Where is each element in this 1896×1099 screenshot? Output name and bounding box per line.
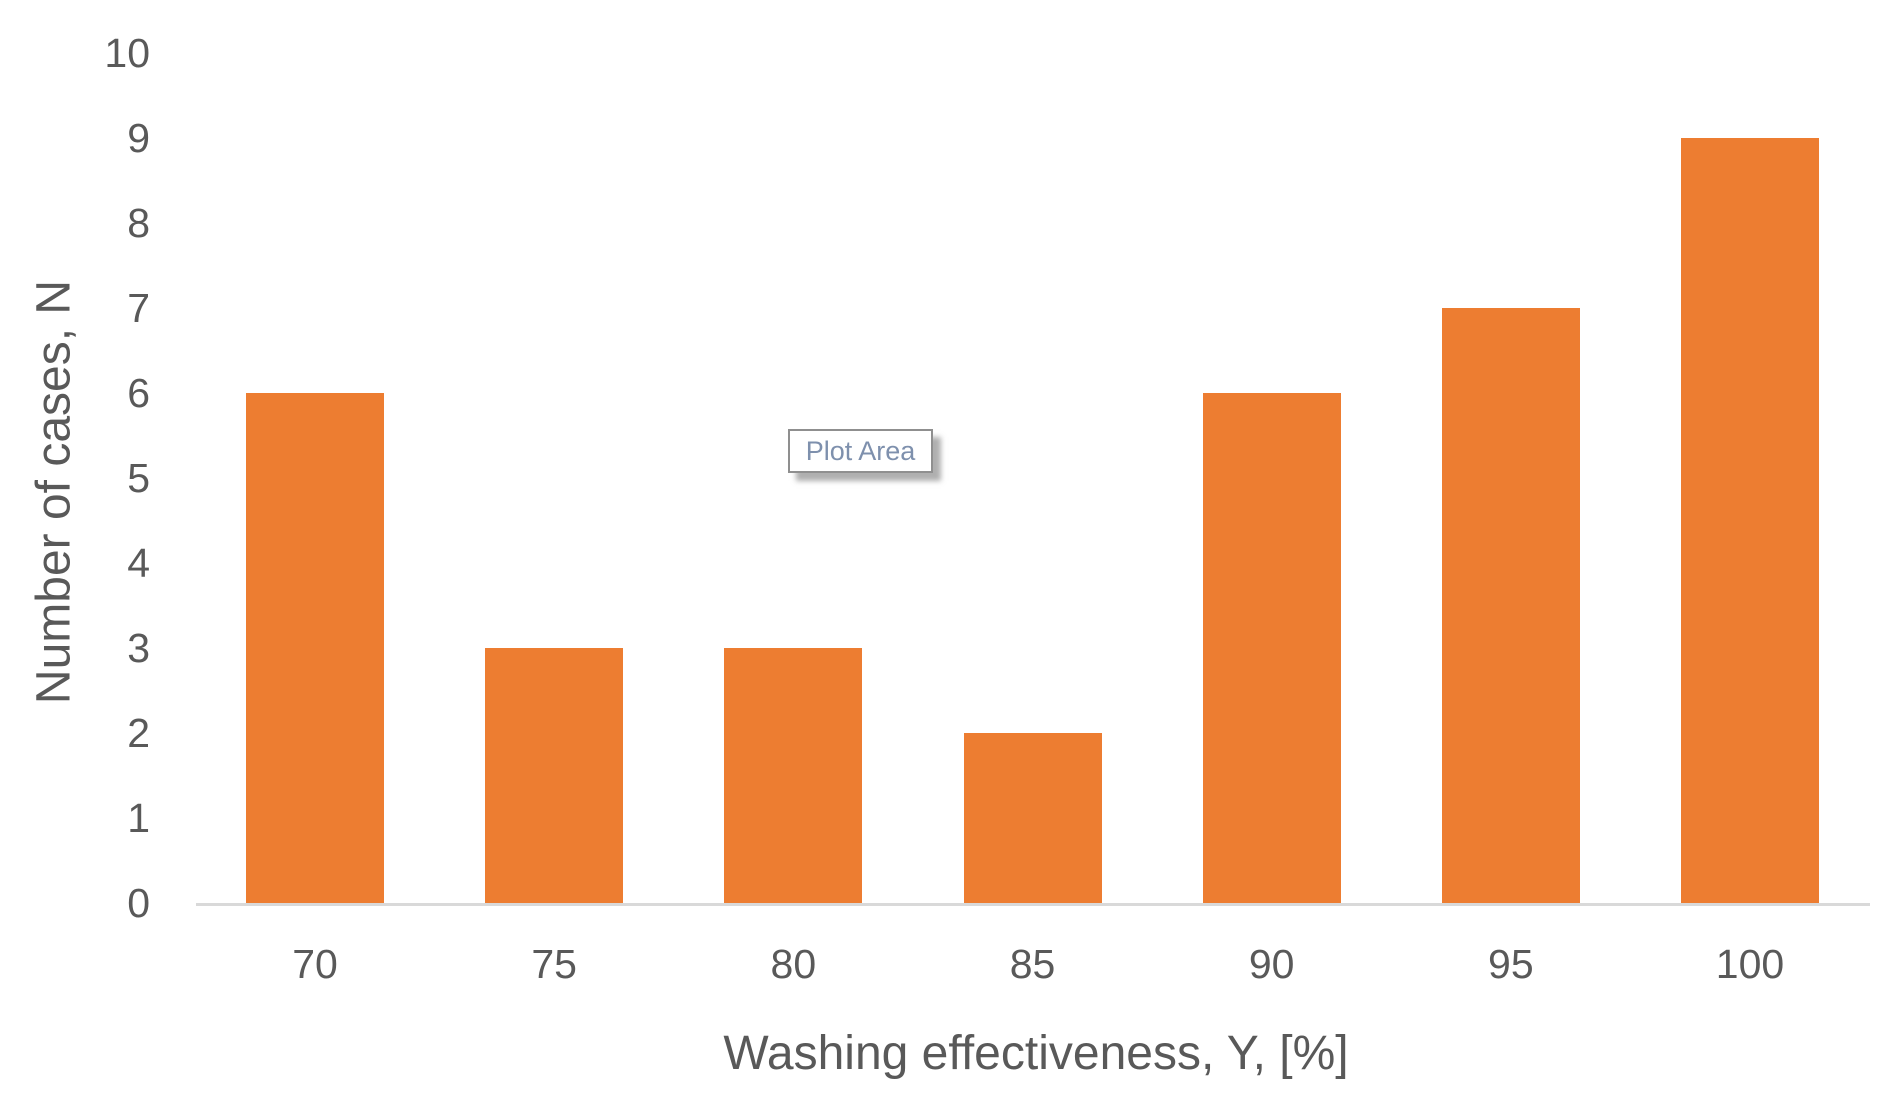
- y-tick-label[interactable]: 0: [127, 879, 150, 926]
- bar-80[interactable]: [724, 648, 863, 903]
- y-tick-label[interactable]: 6: [127, 369, 150, 416]
- y-tick-label[interactable]: 7: [127, 284, 150, 331]
- y-tick-label[interactable]: 9: [127, 114, 150, 161]
- y-axis-title[interactable]: Number of cases, N: [27, 279, 81, 705]
- y-tick-label[interactable]: 8: [127, 199, 150, 246]
- bar-90[interactable]: [1202, 393, 1341, 903]
- x-tick-label[interactable]: 95: [1488, 940, 1534, 987]
- x-axis-title[interactable]: Washing effectiveness, Y, [%]: [723, 1027, 1349, 1080]
- x-tick-label[interactable]: 100: [1715, 940, 1785, 987]
- bar-100[interactable]: [1681, 138, 1820, 903]
- plot-area-tooltip-label: Plot Area: [805, 435, 916, 466]
- x-tick-label[interactable]: 85: [1009, 940, 1056, 987]
- x-tick-label[interactable]: 80: [770, 940, 817, 987]
- bar-75[interactable]: [485, 648, 624, 903]
- y-tick-label[interactable]: 10: [104, 29, 150, 76]
- y-tick-label[interactable]: 3: [127, 624, 150, 671]
- x-axis-line: [196, 903, 1870, 906]
- bar-70[interactable]: [246, 393, 384, 903]
- y-tick-label[interactable]: 5: [127, 454, 150, 501]
- plot-area-tooltip: Plot Area: [788, 429, 933, 473]
- bar-85[interactable]: [963, 733, 1102, 903]
- x-tick-label[interactable]: 70: [292, 940, 338, 987]
- y-tick-label[interactable]: 2: [127, 709, 150, 756]
- x-tick-label[interactable]: 75: [531, 940, 577, 987]
- x-tick-label[interactable]: 90: [1248, 940, 1295, 987]
- y-tick-label[interactable]: 4: [127, 539, 150, 586]
- bar-95[interactable]: [1441, 308, 1580, 903]
- y-tick-label[interactable]: 1: [127, 794, 150, 841]
